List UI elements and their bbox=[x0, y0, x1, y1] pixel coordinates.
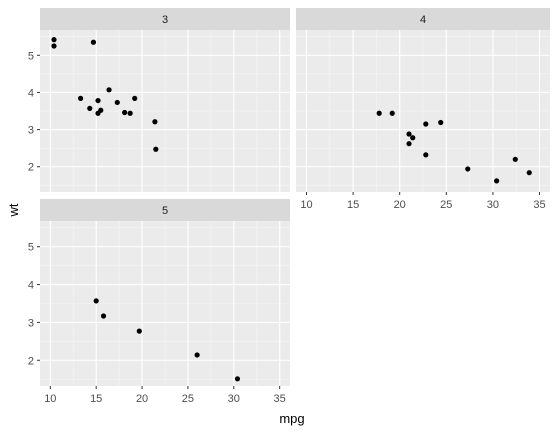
data-point bbox=[127, 110, 133, 116]
data-point bbox=[106, 87, 112, 93]
y-tick-label: 5 bbox=[28, 242, 34, 254]
x-tick-label: 15 bbox=[90, 393, 102, 405]
facet-panel-5: 5 2 3 4 5 10 15 20 25 30 35 bbox=[28, 199, 290, 405]
data-point bbox=[95, 97, 101, 104]
facet-strip bbox=[296, 8, 550, 30]
y-axis-title: wt bbox=[6, 203, 21, 217]
y-tick-label: 2 bbox=[28, 355, 34, 367]
facet-strip-label: 3 bbox=[162, 14, 168, 26]
facet-panel-4: 4 10 15 20 25 30 35 bbox=[296, 8, 550, 211]
x-tick-label: 35 bbox=[274, 393, 286, 405]
data-point bbox=[87, 105, 93, 111]
data-point bbox=[152, 119, 158, 125]
data-point bbox=[98, 107, 104, 113]
data-point bbox=[406, 141, 412, 147]
facet-panels: 3 2 3 4 5 4 10 15 20 25 30 35 5 2 3 4 5 10 15 20 25 30 35 bbox=[28, 8, 550, 405]
x-tick-label: 30 bbox=[487, 199, 499, 211]
facet-strip bbox=[40, 199, 290, 221]
y-tick-label: 4 bbox=[28, 87, 34, 99]
data-point bbox=[51, 43, 57, 49]
x-tick-label: 15 bbox=[347, 199, 359, 211]
data-point bbox=[132, 95, 138, 101]
x-tick-label: 10 bbox=[300, 199, 312, 211]
y-tick-label: 4 bbox=[28, 280, 34, 292]
facet-panel-3: 3 2 3 4 5 bbox=[28, 8, 290, 192]
data-point bbox=[406, 131, 412, 137]
data-point bbox=[77, 95, 84, 101]
facet-strip bbox=[40, 8, 290, 30]
data-point bbox=[465, 166, 471, 172]
x-tick-label: 20 bbox=[394, 199, 406, 211]
x-axis-title: mpg bbox=[279, 411, 304, 426]
facet-strip-label: 4 bbox=[420, 14, 426, 26]
data-point bbox=[136, 328, 142, 334]
y-tick-label: 3 bbox=[28, 317, 34, 329]
data-point bbox=[90, 39, 97, 45]
data-point bbox=[423, 152, 429, 158]
data-point bbox=[100, 313, 107, 319]
y-tick-label: 2 bbox=[28, 162, 34, 174]
data-point bbox=[512, 156, 518, 162]
data-point bbox=[93, 298, 99, 304]
x-tick-label: 25 bbox=[440, 199, 452, 211]
data-point bbox=[526, 170, 532, 176]
y-tick-label: 5 bbox=[28, 50, 34, 62]
data-point bbox=[51, 37, 57, 43]
y-tick-label: 3 bbox=[28, 125, 34, 137]
x-tick-label: 25 bbox=[182, 393, 194, 405]
data-point bbox=[438, 119, 444, 126]
x-tick-label: 20 bbox=[136, 393, 148, 405]
data-point bbox=[376, 110, 382, 116]
data-point bbox=[423, 121, 429, 127]
x-tick-label: 30 bbox=[228, 393, 240, 405]
data-point bbox=[194, 352, 200, 358]
x-tick-label: 35 bbox=[533, 199, 545, 211]
data-point bbox=[153, 146, 159, 152]
data-point bbox=[234, 376, 241, 382]
x-tick-label: 10 bbox=[44, 393, 56, 405]
data-point bbox=[114, 99, 120, 106]
data-point bbox=[410, 135, 416, 141]
facet-strip-label: 5 bbox=[162, 205, 168, 217]
data-point bbox=[122, 109, 128, 116]
data-point bbox=[389, 110, 395, 116]
data-point bbox=[494, 178, 500, 184]
